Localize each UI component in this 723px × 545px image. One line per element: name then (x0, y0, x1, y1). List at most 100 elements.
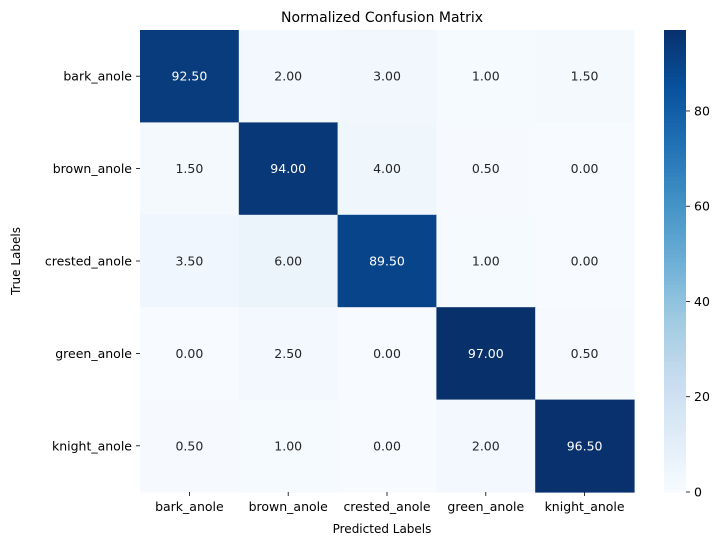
colorbar-segment (664, 72, 686, 77)
colorbar-segment (664, 361, 686, 366)
colorbar-segment (664, 453, 686, 458)
colorbar-segment (664, 476, 686, 482)
cell-value-label: 0.00 (175, 346, 203, 361)
colorbar-segment (664, 230, 686, 235)
colorbar-segment (664, 441, 686, 447)
colorbar-segment (664, 391, 686, 397)
colorbar-segment (664, 99, 686, 104)
colorbar-segment (664, 164, 686, 170)
heatmap-cell (436, 122, 536, 216)
colorbar-tick-label: 0 (694, 485, 702, 500)
colorbar-segment (664, 207, 686, 212)
colorbar-segment (664, 457, 686, 462)
colorbar-segment (664, 126, 686, 131)
y-tick-label: crested_anole (45, 254, 132, 269)
colorbar: 0 20 40 60 80 (664, 30, 710, 500)
x-tick-label: brown_anole (249, 499, 329, 514)
colorbar-segment (664, 257, 686, 262)
heatmap-cell (535, 399, 635, 493)
colorbar-segment (664, 237, 686, 243)
colorbar-segment (664, 118, 686, 123)
cell-value-label: 89.50 (369, 254, 405, 269)
y-axis-label: True Labels (9, 227, 23, 296)
colorbar-segment (664, 357, 686, 362)
colorbar-segment (664, 407, 686, 412)
cell-value-label: 2.00 (472, 438, 500, 453)
colorbar-segment (664, 222, 686, 227)
heatmap-cell (140, 122, 240, 216)
heatmap-cell (436, 307, 536, 401)
heatmap-cell (140, 214, 240, 308)
colorbar-segment (664, 226, 686, 231)
y-tick-label: knight_anole (52, 438, 132, 453)
colorbar-segment (664, 268, 686, 274)
colorbar-segment (664, 114, 686, 120)
colorbar-segment (664, 218, 686, 224)
colorbar-segment (664, 160, 686, 166)
colorbar-segment (664, 95, 686, 100)
cell-value-label: 97.00 (468, 346, 504, 361)
colorbar-tick-label: 80 (694, 103, 710, 118)
heatmap-cell (436, 30, 536, 123)
colorbar-segment (664, 64, 686, 70)
heatmap-cell (238, 30, 339, 123)
colorbar-segment (664, 45, 686, 50)
colorbar-tick-label: 20 (694, 389, 710, 404)
colorbar-segment (664, 372, 686, 378)
colorbar-segment (664, 264, 686, 270)
cell-value-label: 1.00 (472, 69, 500, 84)
colorbar-segment (664, 368, 686, 374)
cell-value-label: 92.50 (172, 69, 208, 84)
colorbar-segment (664, 484, 686, 489)
colorbar-segment (664, 76, 686, 81)
cell-value-label: 4.00 (373, 161, 401, 176)
colorbar-segment (664, 287, 686, 293)
colorbar-segment (664, 37, 686, 43)
colorbar-segment (664, 291, 686, 297)
colorbar-segment (664, 272, 686, 277)
cell-value-label: 1.00 (274, 438, 302, 453)
colorbar-segment (664, 445, 686, 451)
cell-value-label: 0.00 (571, 161, 599, 176)
colorbar-segment (664, 157, 686, 162)
colorbar-segment (664, 430, 686, 435)
y-tick-label: bark_anole (63, 69, 132, 84)
colorbar-segment (664, 449, 686, 455)
colorbar-segment (664, 330, 686, 335)
colorbar-segment (664, 403, 686, 408)
colorbar-segment (664, 345, 686, 351)
colorbar-segment (664, 141, 686, 147)
colorbar-segment (664, 53, 686, 58)
heatmap-cell (535, 307, 635, 401)
colorbar-segment (664, 241, 686, 247)
colorbar-segment (664, 187, 686, 193)
colorbar-segment (664, 434, 686, 439)
heatmap-cell (436, 214, 536, 308)
colorbar-segment (664, 353, 686, 358)
heatmap-cell (238, 307, 339, 401)
colorbar-segment (664, 349, 686, 354)
colorbar-segment (664, 472, 686, 478)
colorbar-segment (664, 488, 686, 493)
heatmap-cell (535, 214, 635, 308)
x-axis: bark_anole brown_anole crested_anole green_… (155, 492, 625, 514)
colorbar-segment (664, 465, 686, 470)
colorbar-segment (664, 184, 686, 189)
colorbar-segment (664, 137, 686, 143)
colorbar-segment (664, 91, 686, 97)
cell-value-label: 0.00 (373, 438, 401, 453)
colorbar-segment (664, 422, 686, 428)
colorbar-segment (664, 380, 686, 385)
colorbar-segment (664, 41, 686, 46)
colorbar-tick-label: 60 (694, 199, 710, 214)
colorbar-segment (664, 426, 686, 431)
cell-value-label: 1.00 (472, 254, 500, 269)
cell-value-label: 1.50 (571, 69, 599, 84)
colorbar-segment (664, 176, 686, 181)
colorbar-segment (664, 303, 686, 308)
y-tick-label: green_anole (55, 346, 132, 361)
colorbar-segment (664, 468, 686, 474)
colorbar-segment (664, 203, 686, 208)
colorbar-segment (664, 191, 686, 197)
colorbar-segment (664, 318, 686, 324)
